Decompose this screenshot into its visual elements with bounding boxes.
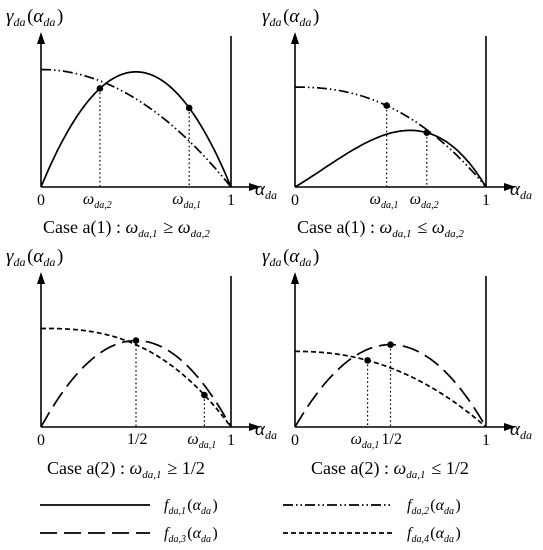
y-axis-arrow — [37, 32, 45, 44]
curve-f4 — [295, 350, 487, 428]
legend-label: fda,4 (αda ) — [407, 525, 461, 545]
y-axis-arrow — [37, 272, 45, 284]
tick-label: ωda,1 — [172, 191, 202, 211]
panel-caption: Case a(2) : ωda,1 ≥ 1/2 — [47, 458, 205, 481]
origin-label: 0 — [291, 192, 299, 209]
y-axis-label: γda (αda ) — [6, 246, 63, 269]
curve-f4 — [40, 327, 232, 428]
origin-label: 0 — [37, 192, 45, 209]
panel-caption: Case a(1) : ωda,1 ≥ ωda,2 — [43, 217, 211, 240]
x-axis-arrow — [504, 423, 516, 431]
curve-point — [364, 357, 371, 364]
curve-f2 — [295, 86, 487, 188]
curve-point — [185, 104, 193, 112]
tick-label: ωda,2 — [83, 191, 113, 211]
curve-f3 — [294, 343, 487, 428]
legend-item-1: fda,1 (αda ) — [40, 497, 218, 517]
x-axis-label: αda — [510, 419, 534, 442]
one-label: 1 — [227, 192, 235, 209]
tick-label: ωda,1 — [370, 191, 400, 211]
curve-point — [423, 129, 431, 136]
one-label: 1 — [482, 432, 490, 449]
panel-2: ωda,1 ωda,2 0 1 αda γda (αda ) Case a(1) : … — [262, 6, 534, 240]
tick-label: 1/2 — [127, 431, 147, 448]
y-axis-arrow — [291, 272, 299, 284]
curve-point — [383, 102, 390, 109]
legend-item-4: fda,4 (αda ) — [283, 525, 461, 545]
tick-label: ωda,1 — [351, 431, 381, 451]
x-axis-label: αda — [510, 179, 534, 202]
tick-label: ωda,1 — [187, 431, 217, 451]
curve-point — [201, 391, 208, 399]
x-axis-label: αda — [255, 179, 279, 202]
y-axis-label: γda (αda ) — [262, 6, 319, 29]
x-axis-arrow — [249, 183, 261, 191]
x-axis-arrow — [504, 183, 516, 191]
y-axis-label: γda (αda ) — [262, 246, 319, 269]
legend-item-2: fda,2 (αda ) — [283, 497, 461, 517]
curve-f1 — [294, 129, 487, 188]
x-axis-label: αda — [255, 419, 279, 442]
curve-f1 — [40, 70, 232, 188]
one-label: 1 — [482, 192, 490, 209]
curve-point — [132, 337, 140, 344]
legend-label: fda,3 (αda ) — [164, 525, 218, 545]
legend-label: fda,1 (αda ) — [164, 497, 218, 517]
panel-caption: Case a(1) : ωda,1 ≤ ωda,2 — [297, 217, 465, 240]
tick-label: ωda,2 — [410, 191, 440, 211]
x-axis-arrow — [249, 423, 261, 431]
curve-point — [387, 341, 394, 348]
curve-f2 — [40, 68, 232, 188]
tick-label: 1/2 — [382, 431, 402, 448]
origin-label: 0 — [37, 432, 45, 449]
origin-label: 0 — [291, 432, 299, 449]
panel-4: ωda,1 1/2 0 1 αda γda (αda ) Case a(2) : ωda… — [262, 246, 534, 481]
panel-caption: Case a(2) : ωda,1 ≤ 1/2 — [311, 458, 469, 481]
legend-label: fda,2 (αda ) — [407, 497, 461, 517]
legend: fda,1 (αda ) fda,2 (αda ) fda,3 (αda ) fda,… — [40, 497, 461, 545]
legend-item-3: fda,3 (αda ) — [40, 525, 218, 545]
y-axis-arrow — [291, 32, 299, 44]
panel-3: 1/2 ωda,1 0 1 αda γda (αda ) Case a(2) : ωda… — [6, 246, 279, 481]
y-axis-label: γda (αda ) — [6, 6, 63, 29]
curve-point — [96, 85, 104, 92]
one-label: 1 — [227, 432, 235, 449]
panel-1: ωda,2 ωda,1 0 1 αda γda (αda ) Case a(1) : … — [6, 6, 279, 240]
